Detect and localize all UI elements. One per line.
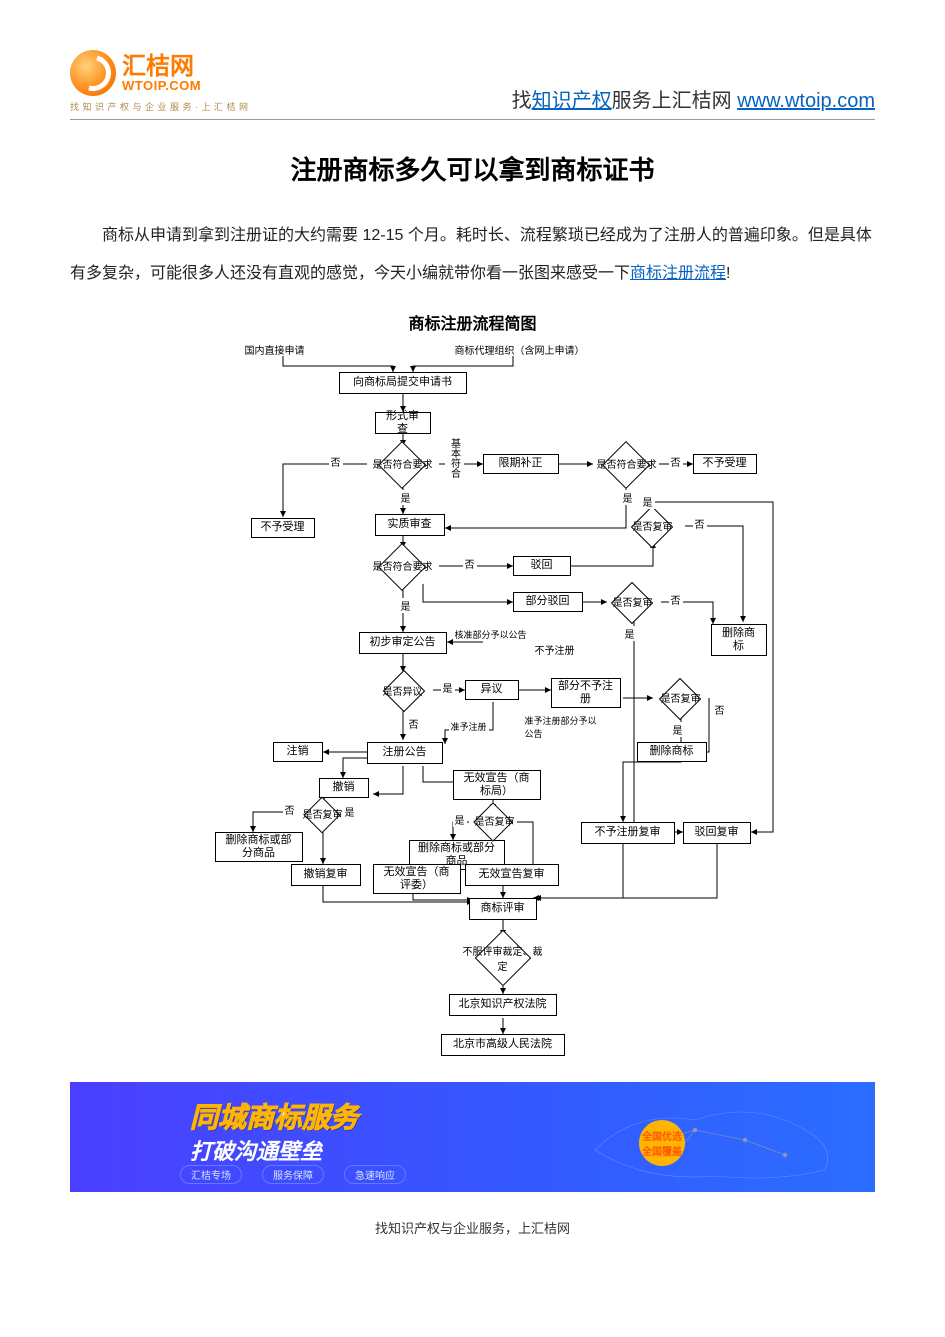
node-substance: 实质审查: [375, 514, 445, 536]
banner-tag: 汇桔专场: [180, 1165, 242, 1184]
node-reject-part: 部分驳回: [513, 592, 583, 612]
banner-headline: 同城商标服务 打破沟通壁垒: [190, 1096, 358, 1166]
banner-tag: 急速响应: [344, 1165, 406, 1184]
banner-tags: 汇桔专场 服务保障 急速响应: [180, 1165, 406, 1184]
node-form-review: 形式审查: [375, 412, 431, 434]
page-header: 汇桔网 WTOIP.COM 找 知 识 产 权 与 企 业 服 务 · 上 汇 …: [70, 50, 875, 120]
document-page: 汇桔网 WTOIP.COM 找 知 识 产 权 与 企 业 服 务 · 上 汇 …: [0, 0, 945, 1257]
node-noreg-review: 不予注册复审: [581, 822, 675, 844]
label-partial-approve: 准予注册部分予以公告: [523, 714, 607, 740]
article-title: 注册商标多久可以拿到商标证书: [70, 150, 875, 187]
intro-tail: !: [726, 265, 730, 282]
ipr-link[interactable]: 知识产权: [532, 90, 612, 112]
node-objection: 异议: [465, 680, 519, 700]
node-revoke-review: 撤销复审: [291, 864, 361, 886]
banner-subline: 打破沟通壁垒: [190, 1134, 358, 1166]
banner-word-3: 服务: [302, 1102, 358, 1133]
label-no-2: 否: [669, 454, 683, 469]
logo-subtitle: 找 知 识 产 权 与 企 业 服 务 · 上 汇 桔 网: [70, 100, 249, 113]
badge-top: 全国优选: [642, 1128, 682, 1143]
node-delete-tm1: 删除商标: [711, 624, 767, 656]
trademark-flowchart: 国内直接申请 商标代理组织（含网上申请）: [153, 342, 793, 1062]
node-invalid-review: 无效宣告复审: [465, 864, 559, 886]
node-reject0: 不予受理: [693, 454, 757, 474]
flowchart-title: 商标注册流程简图: [70, 310, 875, 334]
node-revoke: 撤销: [319, 778, 369, 798]
label-fs4-yes: 是: [453, 812, 467, 827]
label-no-reg: 不予注册: [533, 642, 577, 657]
node-reject-review: 驳回复审: [683, 822, 751, 844]
node-submit: 向商标局提交申请书: [339, 372, 467, 394]
label-basic-fit: 基本符合: [445, 438, 464, 478]
node-invalid-bureau: 无效宣告（商标局）: [453, 770, 541, 800]
label-fs3-yes: 是: [671, 722, 685, 737]
tagline-prefix: 找: [512, 90, 532, 112]
label-yes-2: 是: [621, 490, 635, 505]
logo-en: WTOIP.COM: [122, 79, 201, 92]
banner-map-icon: [575, 1090, 855, 1184]
banner-word-1: 同城: [190, 1102, 246, 1133]
label-fs2-no: 否: [669, 592, 683, 607]
intro-text: 商标从申请到拿到注册证的大约需要 12-15 个月。耗时长、流程繁琐已经成为了注…: [70, 227, 872, 282]
page-footer: 找知识产权与企业服务，上汇桔网: [70, 1218, 875, 1237]
banner-badge: 全国优选 全国覆盖: [639, 1120, 685, 1166]
label-fs1-no: 否: [693, 516, 707, 531]
node-partial-noreg: 部分不予注册: [551, 678, 621, 708]
node-delete-tm2: 删除商标: [637, 742, 707, 762]
node-reject1: 不予受理: [251, 518, 315, 538]
node-prelim: 初步审定公告: [359, 632, 447, 654]
label-yes-yy: 是: [441, 680, 455, 695]
node-delete-some: 删除商标或部分商品: [215, 832, 303, 862]
node-cancel: 注销: [273, 742, 323, 762]
label-approve-reg: 准予注册: [449, 720, 489, 733]
label-fs1-yes: 是: [641, 494, 655, 509]
node-court-high: 北京市高级人民法院: [441, 1034, 565, 1056]
node-court-ip: 北京知识产权法院: [449, 994, 557, 1016]
label-prelim-annot: 核准部分予以公告: [453, 628, 529, 641]
node-invalid-comm: 无效宣告（商评委）: [373, 864, 461, 894]
label-fs3-no: 否: [713, 702, 727, 717]
logo-icon: [70, 50, 116, 96]
label-fs2-yes: 是: [623, 626, 637, 641]
label-no-yy: 否: [407, 716, 421, 731]
label-fsr-no: 否: [283, 802, 297, 817]
logo-cn: 汇桔网: [122, 55, 201, 79]
node-correct: 限期补正: [483, 454, 559, 474]
logo-block: 汇桔网 WTOIP.COM 找 知 识 产 权 与 企 业 服 务 · 上 汇 …: [70, 50, 249, 113]
node-reject-full: 驳回: [513, 556, 571, 576]
promo-banner[interactable]: 同城商标服务 打破沟通壁垒 全国优选 全国覆盖 汇桔专场 服务保障 急速响应: [70, 1082, 875, 1192]
banner-tag: 服务保障: [262, 1165, 324, 1184]
header-tagline: 找知识产权服务上汇桔网 www.wtoip.com: [512, 84, 875, 113]
tagline-mid: 服务上汇桔网: [612, 90, 738, 112]
label-yes-1: 是: [399, 490, 413, 505]
label-fsr-yes: 是: [343, 804, 357, 819]
label-yes-3: 是: [399, 598, 413, 613]
banner-word-2: 商标: [246, 1102, 302, 1133]
intro-paragraph: 商标从申请到拿到注册证的大约需要 12-15 个月。耗时长、流程繁琐已经成为了注…: [70, 217, 875, 294]
site-url-link[interactable]: www.wtoip.com: [737, 90, 875, 112]
node-reg-notice: 注册公告: [367, 742, 443, 764]
node-tm-review: 商标评审: [469, 898, 537, 920]
label-no-3: 否: [463, 556, 477, 571]
process-link[interactable]: 商标注册流程: [630, 265, 726, 282]
label-no-1: 否: [329, 454, 343, 469]
badge-bot: 全国覆盖: [642, 1143, 682, 1158]
